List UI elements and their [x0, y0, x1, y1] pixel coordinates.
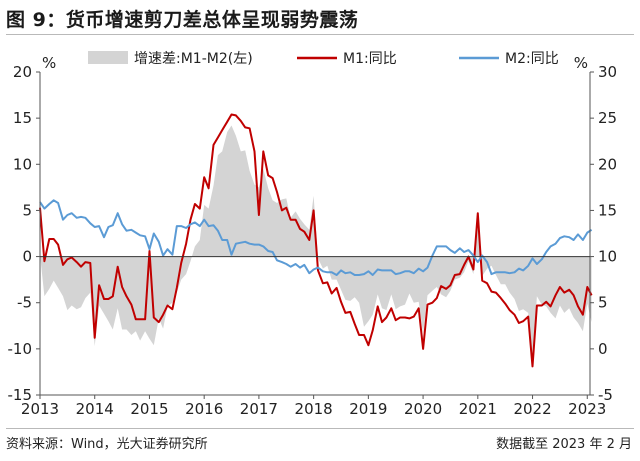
- right-tick-label: -5: [598, 386, 613, 404]
- x-tick-label: 2015: [130, 400, 168, 418]
- left-tick-label: -10: [8, 340, 33, 358]
- right-tick-label: 25: [598, 109, 617, 127]
- series-line-m2: [39, 199, 593, 276]
- left-tick-label: 15: [13, 109, 32, 127]
- chart: 增速差:M1-M2(左) M1:同比 M2:同比 20151050-5-10-153…: [8, 51, 618, 418]
- right-axis-unit: %: [574, 54, 588, 72]
- legend-swatch-m1-m2: [88, 51, 128, 64]
- x-tick-label: 2020: [404, 400, 442, 418]
- x-tick-label: 2019: [349, 400, 387, 418]
- x-tick-label: 2023: [568, 400, 606, 418]
- left-tick-label: -5: [17, 294, 32, 312]
- x-tick-label: 2016: [185, 400, 223, 418]
- line-layer: [39, 113, 593, 368]
- legend: 增速差:M1-M2(左) M1:同比 M2:同比: [88, 51, 559, 67]
- right-tick-label: 0: [598, 340, 608, 358]
- x-tick-label: 2017: [240, 400, 278, 418]
- source-note: 资料来源：Wind，光大证券研究所: [6, 437, 208, 452]
- legend-label-m2: M2:同比: [505, 51, 559, 67]
- left-tick-label: 0: [22, 248, 32, 266]
- page-title: 图 9：货币增速剪刀差总体呈现弱势震荡: [6, 9, 359, 31]
- legend-label-m1: M1:同比: [343, 51, 397, 67]
- right-tick-label: 10: [598, 248, 617, 266]
- left-tick-label: 10: [13, 155, 32, 173]
- x-tick-label: 2018: [295, 400, 333, 418]
- left-tick-label: 5: [22, 201, 32, 219]
- title-divider: [6, 34, 634, 35]
- right-tick-label: 20: [598, 155, 617, 173]
- right-tick-label: 15: [598, 201, 617, 219]
- x-tick-label: 2014: [76, 400, 114, 418]
- x-tick-label: 2013: [21, 400, 59, 418]
- legend-label-m1-m2: 增速差:M1-M2(左): [134, 51, 253, 67]
- date-note: 数据截至 2023 年 2 月: [496, 437, 632, 452]
- series-line-m1: [39, 113, 593, 368]
- footer-divider: [6, 428, 634, 429]
- right-tick-label: 30: [598, 63, 617, 81]
- x-tick-label: 2021: [459, 400, 497, 418]
- left-tick-label: -15: [8, 386, 33, 404]
- x-tick-label: 2022: [513, 400, 551, 418]
- right-tick-label: 5: [598, 294, 608, 312]
- left-tick-label: 20: [13, 63, 32, 81]
- left-axis-unit: %: [42, 54, 56, 72]
